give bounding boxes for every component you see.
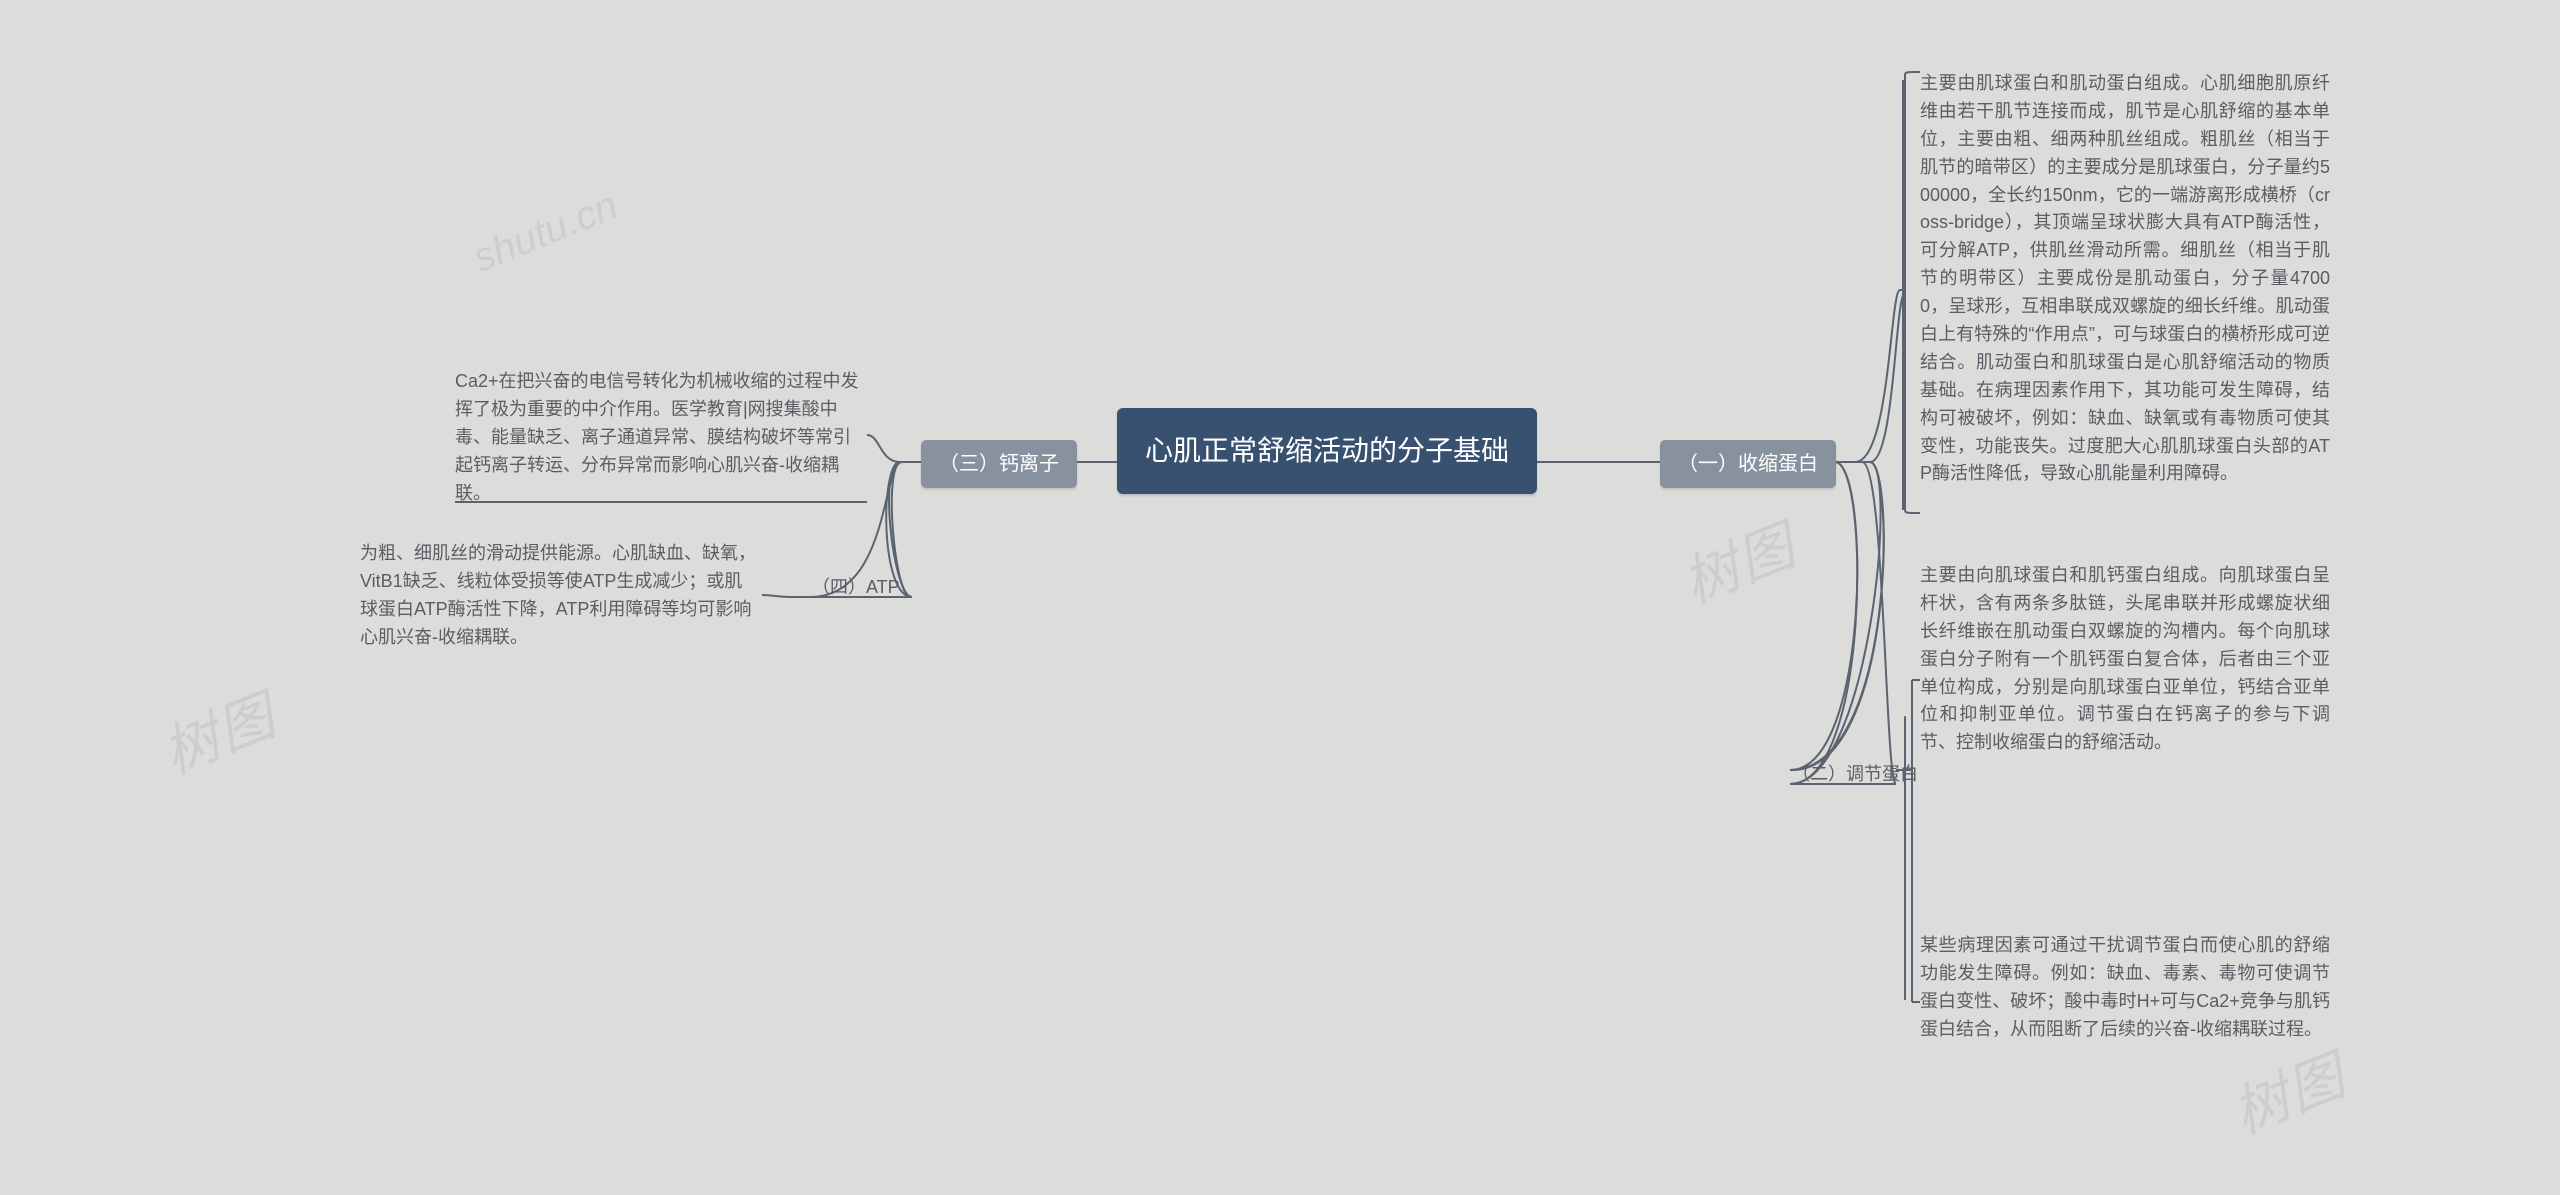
branch-node-1: （一）收缩蛋白: [1660, 440, 1836, 488]
mindmap-canvas: shutu.cn 树图 树图 树图: [0, 0, 2560, 1195]
branch-2-label: （二）调节蛋白: [1792, 760, 1918, 786]
leaf-text-2a: 主要由向肌球蛋白和肌钙蛋白组成。向肌球蛋白呈杆状，含有两条多肽链，头尾串联并形成…: [1920, 562, 2330, 757]
leaf-text-2b: 某些病理因素可通过干扰调节蛋白而使心肌的舒缩功能发生障碍。例如：缺血、毒素、毒物…: [1920, 932, 2330, 1044]
watermark-cn: 树图: [2219, 1031, 2357, 1150]
watermark-cn: 树图: [149, 671, 287, 790]
branch-node-3: （三）钙离子: [921, 440, 1077, 488]
leaf-text-4: 为粗、细肌丝的滑动提供能源。心肌缺血、缺氧，VitB1缺乏、线粒体受损等使ATP…: [360, 540, 760, 652]
leaf-text-3: Ca2+在把兴奋的电信号转化为机械收缩的过程中发挥了极为重要的中介作用。医学教育…: [455, 368, 865, 507]
branch-1-label: （一）收缩蛋白: [1678, 453, 1818, 475]
leaf-text-1: 主要由肌球蛋白和肌动蛋白组成。心肌细胞肌原纤维由若干肌节连接而成，肌节是心肌舒缩…: [1920, 70, 2330, 488]
watermark-url: shutu.cn: [467, 183, 624, 281]
watermark-cn: 树图: [1669, 501, 1807, 620]
root-title: 心肌正常舒缩活动的分子基础: [1145, 435, 1509, 466]
branch-4-label: （四）ATP: [812, 573, 900, 599]
root-node: 心肌正常舒缩活动的分子基础: [1117, 408, 1537, 494]
branch-3-label: （三）钙离子: [939, 453, 1059, 475]
